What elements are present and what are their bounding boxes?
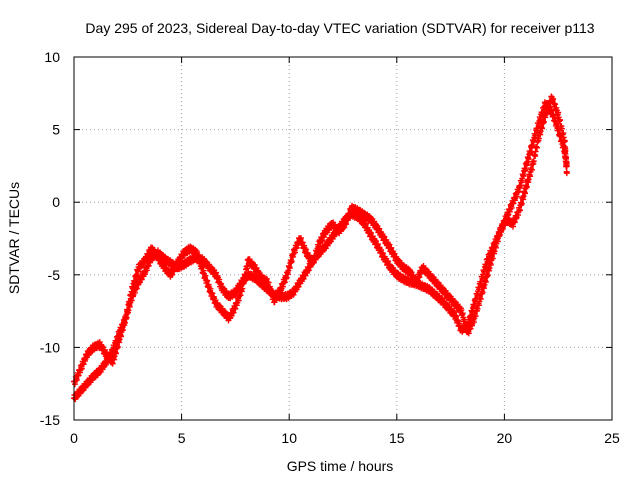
- data-point-interp: [522, 166, 529, 173]
- series-layer: [71, 93, 570, 403]
- y-tick-label: 0: [52, 194, 60, 210]
- data-point-interp: [472, 313, 479, 320]
- chart-axes: 0 5 10 15 20 25 -15 -10 -5 0 5 10: [40, 49, 620, 446]
- data-point-interp: [494, 238, 501, 245]
- data-point-interp: [199, 264, 206, 271]
- data-point-interp: [563, 163, 570, 170]
- data-point-interp: [530, 158, 537, 165]
- y-tick-label: -5: [48, 267, 61, 283]
- data-point-interp: [516, 207, 523, 214]
- x-tick-label: 0: [70, 430, 78, 446]
- y-tick-label: 5: [52, 122, 60, 138]
- series-track-2: [71, 93, 570, 388]
- data-point-interp: [545, 104, 552, 111]
- data-point-interp: [126, 298, 133, 305]
- data-point-interp: [562, 147, 569, 154]
- data-point-interp: [114, 343, 121, 350]
- data-point-interp: [527, 149, 534, 156]
- data-point-interp: [130, 285, 137, 292]
- x-tick-label: 15: [389, 430, 405, 446]
- data-point: [563, 170, 570, 177]
- data-point: [458, 307, 465, 314]
- y-tick-label: -15: [40, 412, 60, 428]
- data-point-interp: [540, 118, 547, 125]
- chart-grid: [74, 57, 612, 420]
- data-point-interp: [520, 173, 527, 180]
- data-point-interp: [239, 285, 246, 292]
- data-point-interp: [288, 258, 295, 265]
- data-point-interp: [551, 101, 558, 108]
- data-point-interp: [131, 278, 138, 285]
- data-point-interp: [558, 125, 565, 132]
- data-point-interp: [484, 272, 491, 279]
- data-point-interp: [474, 305, 481, 312]
- data-point-interp: [194, 249, 201, 256]
- y-tick-label: -10: [40, 339, 60, 355]
- data-point-interp: [315, 243, 322, 250]
- data-point-interp: [121, 319, 128, 326]
- data-point-interp: [265, 279, 272, 286]
- data-point-interp: [523, 183, 530, 190]
- data-point-interp: [461, 316, 468, 323]
- data-point-interp: [489, 255, 496, 262]
- data-point-interp: [242, 272, 249, 279]
- data-point-interp: [525, 176, 532, 183]
- data-point-interp: [557, 117, 564, 124]
- data-point-interp: [204, 278, 211, 285]
- data-point-interp: [119, 326, 126, 333]
- x-tick-label: 10: [281, 430, 297, 446]
- data-point: [529, 142, 536, 149]
- data-point-interp: [561, 138, 568, 145]
- data-point-interp: [532, 132, 539, 139]
- data-point-interp: [491, 248, 498, 255]
- data-point-interp: [528, 166, 535, 173]
- x-tick-label: 5: [178, 430, 186, 446]
- data-point-interp: [124, 307, 131, 314]
- data-point-interp: [479, 289, 486, 296]
- data-point: [109, 360, 116, 367]
- data-point-interp: [486, 265, 493, 272]
- plot-frame: [73, 56, 613, 421]
- x-tick-label: 20: [497, 430, 513, 446]
- chart-title: Day 295 of 2023, Sidereal Day-to-day VTE…: [85, 20, 594, 36]
- y-axis-label: SDTVAR / TECUs: [6, 182, 22, 294]
- data-point-interp: [533, 144, 540, 151]
- data-point: [232, 305, 239, 312]
- x-tick-label: 25: [604, 430, 620, 446]
- data-point-interp: [518, 200, 525, 207]
- y-tick-label: 10: [44, 49, 60, 65]
- data-point-interp: [517, 183, 524, 190]
- data-point-interp: [237, 292, 244, 299]
- data-point: [535, 135, 542, 142]
- x-axis-label: GPS time / hours: [287, 458, 394, 474]
- data-point-interp: [310, 259, 317, 266]
- data-point: [477, 296, 484, 303]
